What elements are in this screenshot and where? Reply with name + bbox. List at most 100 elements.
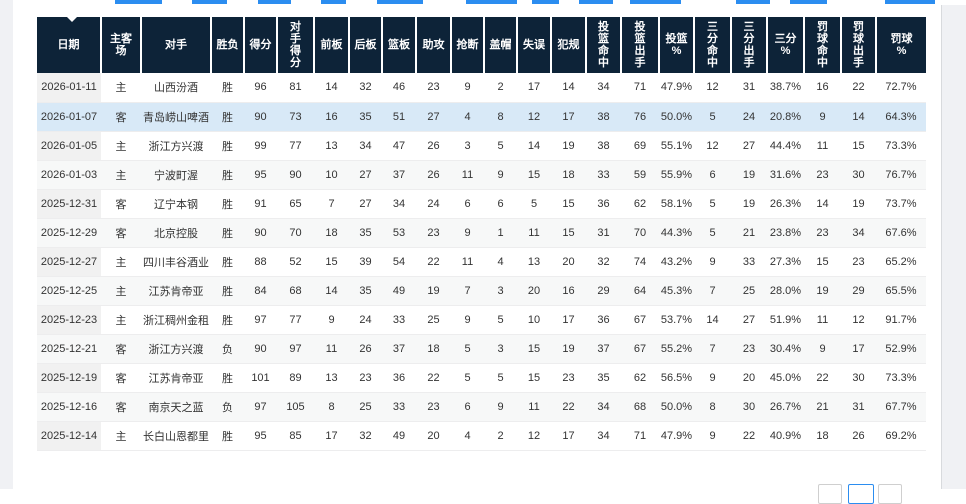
- cell-ft-pct: 67.6%: [876, 218, 926, 248]
- header-cell-date[interactable]: 日期: [37, 17, 102, 73]
- top-button-edge[interactable]: [115, 0, 162, 4]
- cell-date: 2025-12-19: [37, 363, 101, 393]
- cell-fg-pct: 55.2%: [659, 334, 694, 364]
- cell-ast: 25: [416, 305, 451, 335]
- header-cell-opponent[interactable]: 对手: [141, 17, 212, 73]
- cell-opp-points: 52: [277, 247, 314, 277]
- header-cell-stl[interactable]: 抢断: [451, 17, 485, 73]
- header-cell-pf[interactable]: 犯规: [551, 17, 587, 73]
- cell-stl: 5: [451, 334, 484, 364]
- table-row[interactable]: 2025-12-19 客江苏肯帝亚胜 101 89 13 23 36 22 5 5 15 23 35 62…: [37, 363, 926, 393]
- cell-ft-pct: 65.5%: [876, 276, 926, 306]
- header-cell-to[interactable]: 失误: [517, 17, 552, 73]
- cell-home-away: 主: [101, 305, 141, 335]
- table-row[interactable]: 2026-01-05 主浙江方兴渡胜 99 77 13 34 47 26 3 5 14 19 38 69 5…: [37, 131, 926, 161]
- header-cell-fta[interactable]: 罚 球 出 手: [841, 17, 877, 73]
- top-button-edge[interactable]: [579, 0, 613, 4]
- header-cell-def-reb[interactable]: 后板: [349, 17, 383, 73]
- table-row[interactable]: 2025-12-14 主长白山恩都里胜 95 85 17 32 49 20 4 2 12 17 34 71…: [37, 421, 926, 451]
- top-button-edge[interactable]: [377, 0, 423, 4]
- cell-result: 胜: [211, 73, 244, 103]
- header-cell-blk[interactable]: 盖帽: [484, 17, 518, 73]
- top-button-edge[interactable]: [321, 0, 346, 4]
- cell-3p-pct: 51.9%: [767, 305, 804, 335]
- table-row[interactable]: 2025-12-21 客浙江方兴渡负 90 97 11 26 37 18 5 3 15 19 37 67 5…: [37, 334, 926, 364]
- table-row[interactable]: 2025-12-16 客南京天之蓝负 97 105 8 25 33 23 6 9 11 22 34 68 5…: [37, 392, 926, 422]
- table-row[interactable]: 2026-01-07 客青岛崂山啤酒胜 90 73 16 35 51 27 4 8 12 17 38 76…: [37, 102, 926, 132]
- header-cell-home-away[interactable]: 主客 场: [101, 17, 142, 73]
- header-cell-points[interactable]: 得分: [244, 17, 278, 73]
- cell-blk: 2: [484, 421, 517, 451]
- cell-opponent: 四川丰谷酒业: [141, 247, 211, 277]
- header-cell-3p-pct[interactable]: 三分 %: [767, 17, 805, 73]
- table-row[interactable]: 2025-12-31 客辽宁本钢胜 91 65 7 27 34 24 6 6 5 15 36 62 58.1…: [37, 189, 926, 219]
- top-button-edge[interactable]: [466, 0, 517, 4]
- pagination-button[interactable]: [878, 484, 902, 504]
- header-cell-fg-pct[interactable]: 投篮 %: [659, 17, 695, 73]
- header-row: 日期 主客 场对手 胜负 得分对 手 得 分前板 后板 篮板 助攻 抢断 盖帽 失误 犯规投 篮 命…: [37, 17, 926, 73]
- table-row[interactable]: 2025-12-23 主浙江稠州金租胜 97 77 9 24 33 25 9 5 10 17 36 67 5…: [37, 305, 926, 335]
- table-row[interactable]: 2026-01-11 主山西汾酒胜 96 81 14 32 46 23 9 2 17 14 34 71 47…: [37, 73, 926, 103]
- cell-pf: 22: [551, 392, 586, 422]
- cell-result: 胜: [211, 363, 244, 393]
- cell-def-reb: 23: [349, 363, 382, 393]
- cell-ast: 27: [416, 102, 451, 132]
- cell-ftm: 9: [804, 334, 841, 364]
- cell-blk: 6: [484, 189, 517, 219]
- cell-opp-points: 85: [277, 421, 314, 451]
- header-cell-3pm[interactable]: 三 分 命 中: [694, 17, 732, 73]
- table-row[interactable]: 2025-12-25 主江苏肯帝亚胜 84 68 14 35 49 19 7 3 20 16 29 64 4…: [37, 276, 926, 306]
- cell-result: 胜: [211, 247, 244, 277]
- cell-3pm: 14: [694, 305, 731, 335]
- top-button-edge[interactable]: [630, 0, 681, 4]
- table-body: 2026-01-11 主山西汾酒胜 96 81 14 32 46 23 9 2 17 14 34 71 47…: [37, 73, 926, 451]
- cell-ft-pct: 65.2%: [876, 247, 926, 277]
- top-button-edge[interactable]: [192, 0, 227, 4]
- cell-3pm: 12: [694, 73, 731, 103]
- cell-3pa: 20: [731, 363, 767, 393]
- cell-stl: 11: [451, 247, 484, 277]
- header-cell-reb[interactable]: 篮板: [382, 17, 417, 73]
- top-button-edge[interactable]: [885, 0, 935, 4]
- cell-ft-pct: 52.9%: [876, 334, 926, 364]
- top-button-edge[interactable]: [790, 0, 827, 4]
- cell-off-reb: 9: [314, 305, 349, 335]
- cell-ast: 26: [416, 131, 451, 161]
- cell-to: 20: [517, 276, 551, 306]
- header-cell-ftm[interactable]: 罚 球 命 中: [804, 17, 842, 73]
- header-cell-result[interactable]: 胜负: [211, 17, 245, 73]
- header-cell-off-reb[interactable]: 前板: [314, 17, 350, 73]
- cell-ft-pct: 91.7%: [876, 305, 926, 335]
- cell-date: 2026-01-03: [37, 160, 101, 190]
- cell-home-away: 客: [101, 334, 141, 364]
- header-cell-fgm[interactable]: 投 篮 命 中: [586, 17, 622, 73]
- pagination-button[interactable]: [818, 484, 842, 504]
- header-cell-3pa[interactable]: 三 分 出 手: [731, 17, 768, 73]
- top-button-edge[interactable]: [736, 0, 770, 4]
- cell-home-away: 主: [101, 73, 141, 103]
- cell-to: 13: [517, 247, 551, 277]
- cell-ast: 20: [416, 421, 451, 451]
- header-cell-opp-points[interactable]: 对 手 得 分: [277, 17, 315, 73]
- top-button-edge[interactable]: [532, 0, 559, 4]
- cell-result: 胜: [211, 189, 244, 219]
- cell-fgm: 38: [586, 102, 621, 132]
- cell-def-reb: 35: [349, 276, 382, 306]
- cell-result: 胜: [211, 160, 244, 190]
- header-cell-ft-pct[interactable]: 罚球 %: [876, 17, 926, 73]
- cell-opp-points: 68: [277, 276, 314, 306]
- top-button-edge[interactable]: [258, 0, 291, 4]
- cell-pf: 15: [551, 189, 586, 219]
- cell-3p-pct: 30.4%: [767, 334, 804, 364]
- cell-fta: 30: [841, 363, 876, 393]
- header-cell-fga[interactable]: 投 篮 出 手: [621, 17, 660, 73]
- table-row[interactable]: 2025-12-29 客北京控股胜 90 70 18 35 53 23 9 1 11 15 31 70 44…: [37, 218, 926, 248]
- header-cell-ast[interactable]: 助攻: [416, 17, 452, 73]
- table-row[interactable]: 2025-12-27 主四川丰谷酒业胜 88 52 15 39 54 22 11 4 13 20 32 7…: [37, 247, 926, 277]
- cell-result: 胜: [211, 218, 244, 248]
- pagination-button-active[interactable]: [848, 484, 874, 504]
- table-row[interactable]: 2026-01-03 主宁波町渥胜 95 90 10 27 37 26 11 9 15 18 33 59 5…: [37, 160, 926, 190]
- cell-3pm: 5: [694, 218, 731, 248]
- cell-3pa: 31: [731, 73, 767, 103]
- cell-to: 15: [517, 363, 551, 393]
